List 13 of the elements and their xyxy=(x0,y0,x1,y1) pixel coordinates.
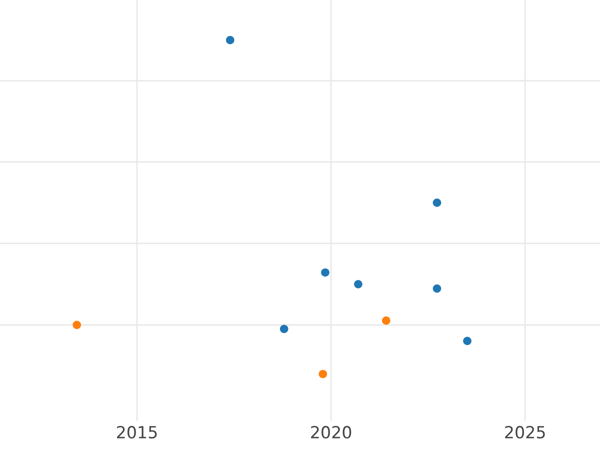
point xyxy=(354,280,362,288)
point xyxy=(463,336,472,346)
point xyxy=(382,316,390,325)
point xyxy=(280,324,288,334)
point xyxy=(432,284,442,293)
point xyxy=(432,198,442,207)
point xyxy=(72,320,82,330)
x-tick-label: 2015 xyxy=(117,426,157,439)
point xyxy=(321,268,330,277)
x-tick-label: 2025 xyxy=(505,426,545,439)
point xyxy=(226,36,234,44)
x-tick-label: 2020 xyxy=(311,426,352,439)
point xyxy=(318,370,328,378)
